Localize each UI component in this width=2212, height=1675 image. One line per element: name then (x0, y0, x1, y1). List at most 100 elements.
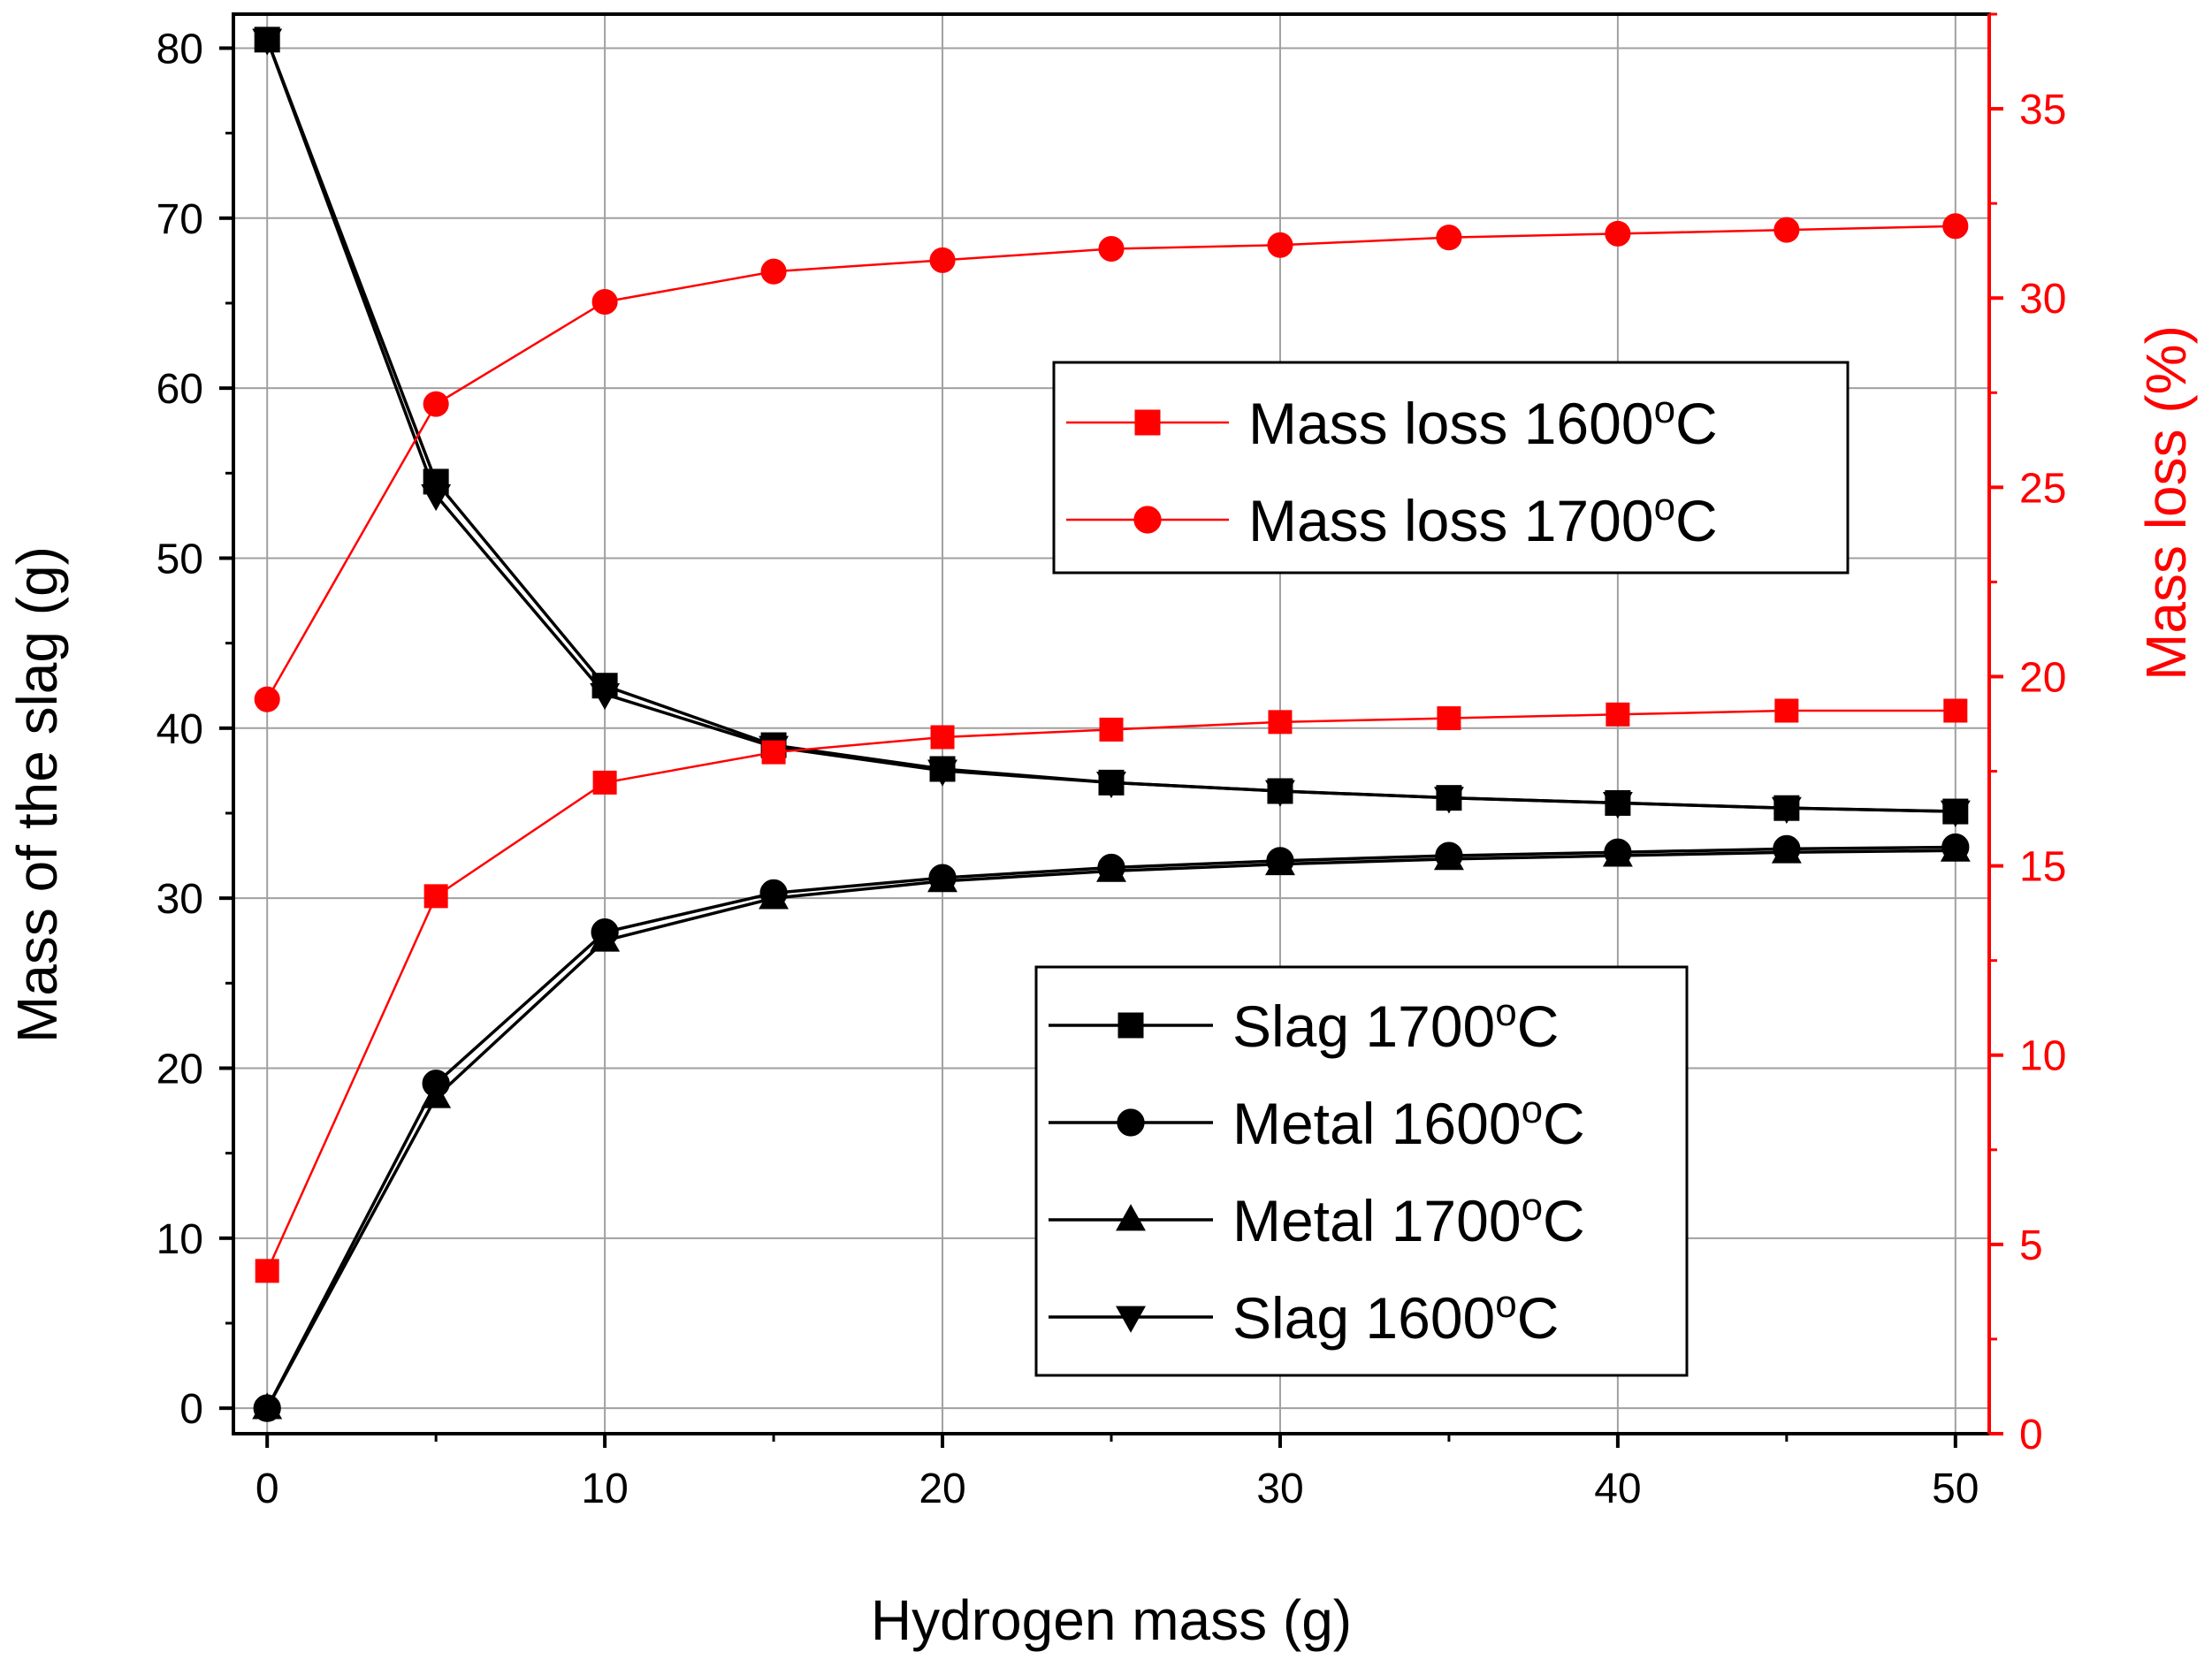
y2-tick-label: 25 (2019, 465, 2066, 512)
data-point (1940, 834, 1971, 862)
legend-marker (1134, 409, 1161, 436)
x-axis: 0 10 20 30 40 50 (256, 1434, 1979, 1512)
data-point (255, 1259, 279, 1283)
data-point (1602, 792, 1633, 819)
y2-tick-label: 10 (2019, 1033, 2066, 1080)
legend-entry: Slag 1700oC (1049, 991, 1559, 1059)
data-point (1096, 771, 1126, 799)
y2-tick-label: 0 (2019, 1412, 2043, 1458)
x-tick-label: 50 (1932, 1466, 1979, 1512)
data-point (1605, 220, 1631, 247)
data-point (1096, 855, 1126, 882)
legend-lower-center: Slag 1700oC Metal 1600oC Metal 1700oC Slag … (1034, 965, 1689, 1377)
y2-tick-label: 5 (2019, 1222, 2043, 1269)
data-point (421, 1081, 452, 1108)
data-point (591, 288, 618, 316)
legend-box (1052, 361, 1850, 575)
legend-entry: Mass loss 1600oC (1066, 388, 1718, 456)
data-point (929, 247, 956, 273)
legend-entry: Metal 1600oC (1049, 1088, 1585, 1156)
data-point (1098, 235, 1125, 263)
data-point (1437, 706, 1461, 731)
x-axis-title: Hydrogen mass (g) (871, 1588, 1352, 1652)
series-slag-1600 (252, 28, 1971, 827)
legend-marker (1117, 1012, 1144, 1039)
data-point (930, 725, 955, 750)
data-point (759, 882, 789, 910)
y2-tick-label: 35 (2019, 87, 2066, 133)
data-point (423, 884, 448, 909)
data-point (252, 1392, 283, 1420)
data-point (252, 28, 283, 56)
y-tick-label: 50 (156, 536, 203, 582)
legend-entry: Mass loss 1700oC (1066, 485, 1718, 553)
legend-upper-center: Mass loss 1600oC Mass loss 1700oC (1052, 361, 1850, 575)
data-point (1267, 232, 1293, 258)
x-tick-label: 0 (256, 1466, 279, 1512)
y-tick-label: 30 (156, 876, 203, 923)
legend-marker (1117, 1108, 1145, 1137)
y-tick-label: 40 (156, 706, 203, 753)
legends: Mass loss 1600oC Mass loss 1700oC Slag 170… (1034, 361, 1850, 1377)
data-point (1606, 702, 1630, 727)
legend-label: Mass loss 1600oC (1248, 388, 1718, 456)
data-point (760, 258, 787, 285)
data-point (1771, 836, 1802, 864)
y2-axis-title: Mass loss (%) (2134, 325, 2198, 681)
series-mass-loss-1600 (255, 698, 1968, 1283)
data-point (1942, 213, 1969, 240)
y-tick-label: 0 (179, 1386, 203, 1433)
legend-marker (1116, 1306, 1146, 1333)
data-point (590, 925, 621, 952)
y2-tick-label: 15 (2019, 844, 2066, 891)
data-point (421, 483, 452, 512)
data-point (254, 686, 280, 712)
legend-label: Metal 1700oC (1232, 1185, 1585, 1253)
legend-marker (1116, 1204, 1146, 1231)
legend-label: Mass loss 1700oC (1248, 485, 1718, 553)
series-metal-1700 (252, 834, 1971, 1420)
legend-label: Slag 1700oC (1232, 991, 1559, 1059)
y-tick-label: 20 (156, 1046, 203, 1093)
legend-label: Metal 1600oC (1232, 1088, 1585, 1156)
legend-label: Slag 1600oC (1232, 1283, 1559, 1351)
data-point (423, 391, 449, 417)
data-point (1771, 796, 1802, 825)
data-point (1943, 698, 1968, 723)
legend-marker (1133, 506, 1162, 534)
data-point (1265, 780, 1295, 807)
data-point (590, 682, 621, 711)
data-point (1265, 848, 1295, 876)
data-point (1099, 717, 1124, 742)
data-point (1940, 800, 1971, 827)
y-tick-label: 70 (156, 196, 203, 243)
y-axis-left: 0 10 20 30 40 50 60 70 80 (156, 26, 233, 1433)
series-mass-loss-1700 (254, 213, 1969, 712)
data-point (1602, 840, 1633, 867)
x-tick-label: 30 (1256, 1466, 1303, 1512)
y-tick-label: 60 (156, 366, 203, 413)
x-tick-label: 20 (919, 1466, 965, 1512)
y-tick-label: 80 (156, 26, 203, 72)
y-axis-title: Mass of the slag (g) (5, 546, 69, 1043)
data-point (1268, 710, 1293, 735)
x-tick-label: 40 (1594, 1466, 1641, 1512)
data-point (1433, 843, 1464, 871)
data-point (927, 759, 957, 787)
data-point (1436, 225, 1462, 251)
y2-tick-label: 30 (2019, 276, 2066, 323)
y2-tick-label: 20 (2019, 654, 2066, 701)
series-layer (252, 27, 1971, 1422)
data-point (1774, 698, 1799, 723)
data-point (1433, 787, 1464, 814)
data-point (592, 770, 617, 795)
y-tick-label: 10 (156, 1216, 203, 1263)
y-axis-right: 0 5 10 15 20 25 30 35 (1989, 12, 2066, 1458)
data-point (761, 740, 786, 765)
legend-entry: Slag 1600oC (1049, 1283, 1559, 1351)
data-point (1773, 217, 1800, 243)
legend-entry: Metal 1700oC (1049, 1185, 1585, 1253)
data-point (927, 865, 957, 893)
x-tick-label: 10 (581, 1466, 628, 1512)
